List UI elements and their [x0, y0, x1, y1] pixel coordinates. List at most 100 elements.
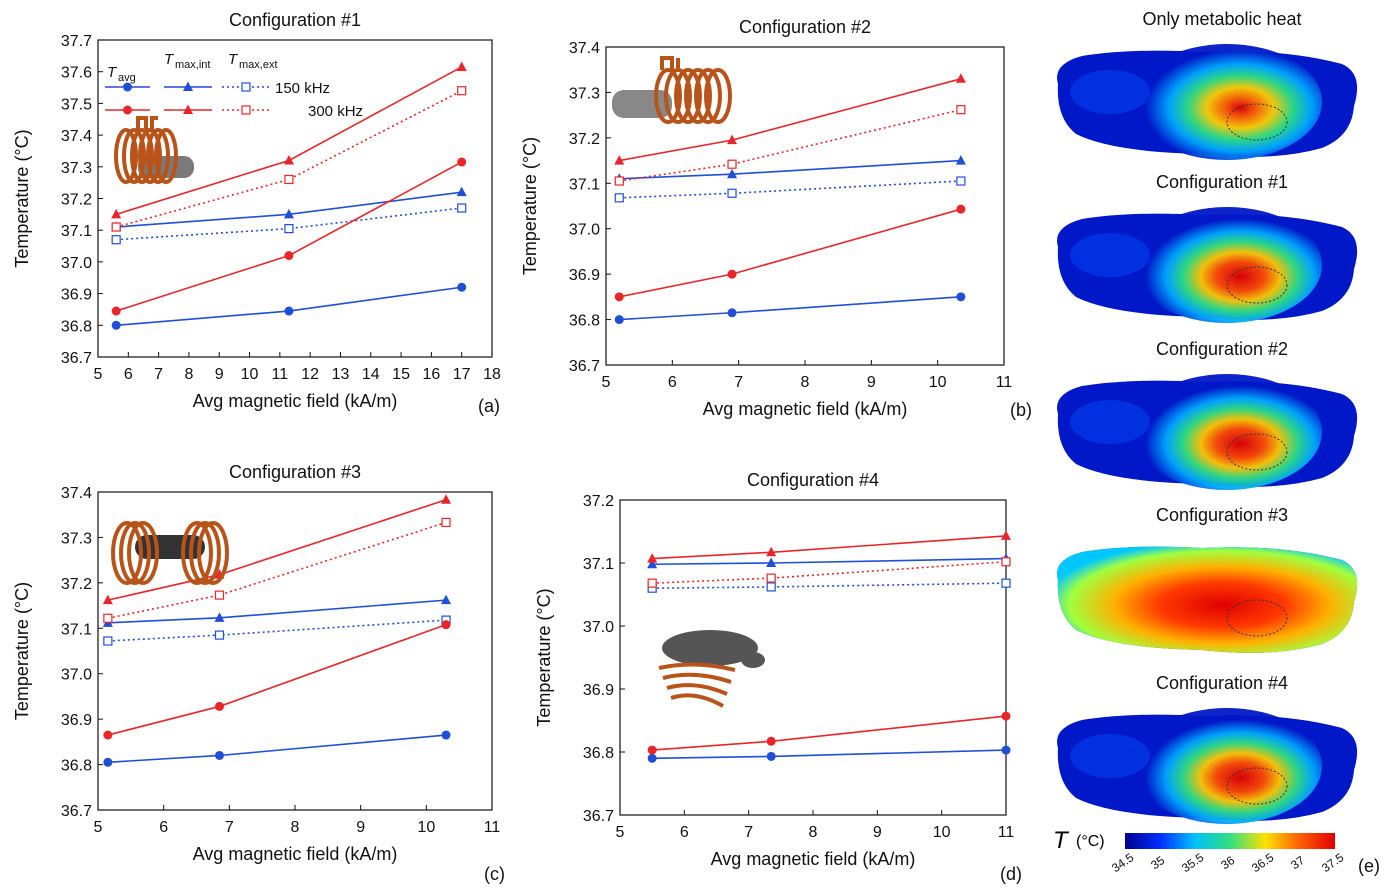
- y-tick-label: 37.7: [61, 33, 92, 50]
- x-axis-label: Avg magnetic field (kA/m): [703, 399, 908, 419]
- series-line: [619, 208, 962, 298]
- data-point: [766, 546, 777, 557]
- x-tick-label: 9: [873, 824, 882, 841]
- data-point: [727, 188, 737, 198]
- series-line: [652, 560, 1007, 584]
- series-150kHz-avg: [103, 730, 451, 767]
- data-point: [214, 750, 224, 760]
- y-tick-label: 37.4: [61, 485, 92, 502]
- coil-illustration-1: [114, 116, 194, 184]
- x-tick-label: 11: [484, 819, 501, 836]
- data-point: [441, 494, 452, 504]
- legend-header-tmaxint-sub: max,int: [175, 59, 210, 71]
- legend-row-150: 150 kHz: [275, 80, 330, 97]
- series-300kHz-avg: [111, 157, 467, 316]
- x-tick-label: 17: [453, 366, 471, 383]
- y-tick-label: 36.7: [61, 350, 92, 367]
- series-150kHz-max-int: [102, 594, 452, 627]
- x-tick-label: 7: [744, 824, 753, 841]
- series-line: [107, 623, 447, 736]
- data-point: [766, 557, 777, 567]
- data-point: [456, 186, 467, 197]
- colorbar-tick-label: 34.5: [1109, 850, 1136, 875]
- legend-header-tmaxint: T: [164, 51, 175, 68]
- heatmap-panel: Only metabolic heat Configuration #1 Confi…: [1057, 9, 1358, 824]
- chart-configuration-3: 5 6 7 8 9 10 11 36.7 36.8 36.9 37.0 37.1 37.2 37.3 37.…: [12, 462, 505, 884]
- x-tick-label: 15: [392, 366, 410, 383]
- heatmap-5: [1057, 708, 1358, 824]
- tumor-outline: [1226, 433, 1288, 471]
- data-point: [647, 745, 657, 755]
- data-point: [647, 558, 658, 569]
- x-tick-label: 6: [159, 819, 168, 836]
- colorbar-tick-label: 35: [1148, 853, 1167, 872]
- y-axis-label: Temperature (°C): [12, 129, 32, 267]
- x-tick-label: 11: [998, 824, 1015, 841]
- x-tick-label: 10: [933, 824, 951, 841]
- y-tick-label: 36.9: [61, 287, 92, 304]
- series-150kHz-avg: [647, 745, 1011, 763]
- x-tick-label: 12: [301, 366, 319, 383]
- data-point: [457, 282, 467, 292]
- y-tick-label: 37.0: [61, 667, 92, 684]
- series-150kHz-max-int: [614, 155, 966, 183]
- legend-row-300: 300 kHz: [308, 103, 363, 120]
- heatmap-title: Configuration #3: [1156, 505, 1288, 525]
- y-tick-label: 36.8: [583, 745, 614, 762]
- y-tick-label: 36.9: [583, 682, 614, 699]
- legend-header-tavg-sub: avg: [118, 72, 136, 84]
- chart-configuration-2: 5 6 7 8 9 10 11 36.7 36.8 36.9 37.0 37.1 37.2 37.3 37.…: [520, 17, 1032, 420]
- data-point: [284, 251, 294, 261]
- y-tick-label: 36.8: [61, 318, 92, 335]
- y-tick-label: 37.6: [61, 65, 92, 82]
- series-300kHz-avg: [647, 711, 1011, 755]
- coil-illustration-3: [111, 521, 229, 585]
- series-line: [107, 734, 447, 764]
- data-point: [441, 620, 451, 630]
- data-point: [214, 701, 224, 711]
- data-point: [283, 208, 294, 219]
- data-point: [456, 61, 467, 71]
- data-point: [441, 517, 451, 528]
- x-tick-label: 7: [225, 819, 234, 836]
- heatmap-title: Only metabolic heat: [1142, 9, 1301, 29]
- heatmap-4: [1057, 546, 1358, 653]
- data-point: [956, 204, 966, 214]
- y-tick-label: 37.3: [61, 160, 92, 177]
- legend-marker: [241, 105, 251, 115]
- x-tick-label: 10: [929, 374, 947, 391]
- y-tick-label: 37.2: [61, 192, 92, 209]
- series-line: [619, 159, 961, 180]
- data-point: [955, 73, 966, 83]
- heatmap-2: [1057, 207, 1358, 323]
- data-point: [766, 751, 776, 761]
- x-tick-label: 18: [483, 366, 501, 383]
- data-point: [1001, 711, 1011, 721]
- y-tick-label: 37.1: [569, 176, 600, 193]
- heatmap-cold-zone: [1070, 734, 1150, 778]
- panel-tag: (d): [1000, 864, 1022, 884]
- series-line: [107, 619, 447, 642]
- x-tick-label: 5: [602, 374, 611, 391]
- tumor-outline: [1226, 767, 1288, 805]
- series-300kHz-max-ext: [103, 517, 451, 623]
- heatmap-hotspot: [1057, 546, 1358, 653]
- data-point: [955, 155, 966, 165]
- y-axis-label: Temperature (°C): [520, 137, 540, 275]
- colorbar-tick-label: 37: [1288, 853, 1307, 872]
- chart-title: Configuration #4: [747, 470, 879, 490]
- data-point: [441, 730, 451, 740]
- series-150kHz-max-ext: [614, 176, 966, 203]
- heatmap-cold-zone: [1070, 400, 1150, 444]
- data-point: [727, 308, 737, 318]
- y-tick-label: 37.5: [61, 96, 92, 113]
- y-tick-label: 36.8: [569, 313, 600, 330]
- panel-tag: (b): [1010, 400, 1032, 420]
- y-tick-label: 36.7: [61, 803, 92, 820]
- x-tick-label: 5: [94, 819, 103, 836]
- heatmap-cold-zone: [1070, 233, 1150, 277]
- legend-marker: [123, 105, 132, 115]
- y-tick-label: 37.0: [583, 619, 614, 636]
- series-300kHz-max-int: [647, 530, 1011, 563]
- chart-title: Configuration #2: [739, 17, 871, 37]
